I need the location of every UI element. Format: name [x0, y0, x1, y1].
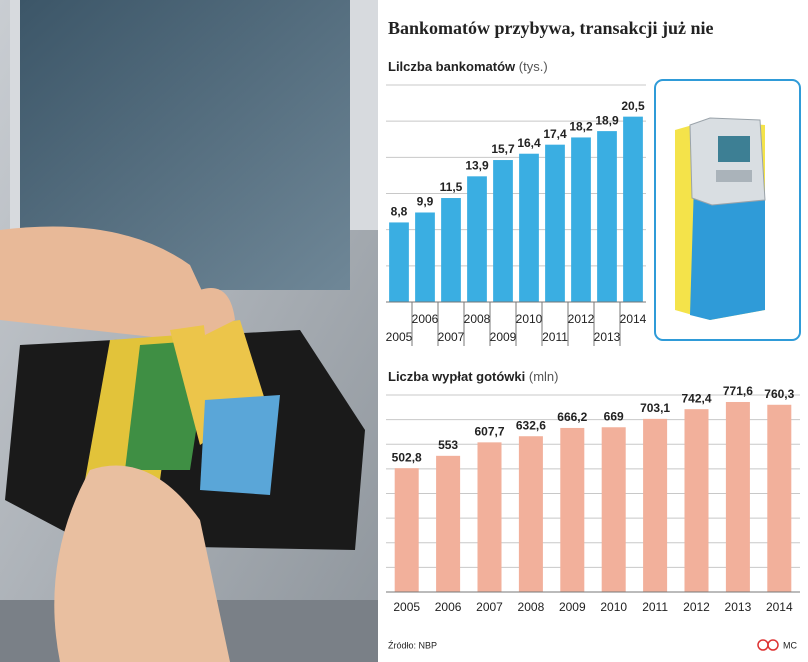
x-tick-label: 2009: [490, 330, 517, 344]
bar: [545, 144, 565, 302]
value-label: 18,2: [569, 120, 593, 134]
value-label: 13,9: [465, 158, 489, 172]
x-tick-label: 2008: [518, 600, 545, 614]
bar: [571, 137, 591, 302]
bar: [684, 409, 709, 592]
value-label: 16,4: [517, 136, 541, 150]
author: MC: [783, 640, 797, 650]
value-label: 771,6: [723, 384, 753, 398]
subtitle-text: Lilczba bankomatów: [388, 59, 516, 74]
bar: [623, 116, 643, 302]
bar: [389, 222, 409, 302]
bar: [493, 160, 513, 302]
subtitle-unit: (tys.): [519, 59, 548, 74]
x-tick-label: 2009: [559, 600, 586, 614]
x-tick-label: 2005: [386, 330, 413, 344]
subtitle-text: Liczba wypłat gotówki: [388, 369, 525, 384]
x-tick-label: 2014: [620, 312, 647, 326]
x-tick-label: 2006: [412, 312, 439, 326]
value-label: 9,9: [417, 195, 434, 209]
value-label: 11,5: [440, 180, 463, 194]
bar: [436, 455, 461, 592]
value-label: 502,8: [392, 450, 422, 464]
x-tick-label: 2012: [683, 600, 710, 614]
bar: [441, 198, 461, 302]
bar: [394, 468, 419, 592]
bar: [518, 436, 543, 592]
x-tick-label: 2010: [516, 312, 543, 326]
logo: [757, 639, 779, 651]
bar: [415, 212, 435, 302]
value-label: 15,7: [491, 142, 515, 156]
x-tick-label: 2008: [464, 312, 491, 326]
x-tick-label: 2007: [438, 330, 465, 344]
value-label: 553: [438, 438, 458, 452]
photo: [0, 0, 378, 662]
value-label: 703,1: [640, 401, 670, 415]
x-tick-label: 2013: [725, 600, 752, 614]
bar: [560, 427, 585, 592]
value-label: 666,2: [557, 410, 587, 424]
value-label: 632,6: [516, 418, 546, 432]
x-tick-label: 2006: [435, 600, 462, 614]
x-tick-label: 2011: [642, 600, 668, 614]
x-tick-label: 2005: [393, 600, 420, 614]
value-label: 18,9: [595, 113, 619, 127]
bar: [519, 153, 539, 302]
value-label: 607,7: [474, 425, 504, 439]
value-label: 17,4: [543, 127, 567, 141]
value-label: 8,8: [391, 205, 408, 219]
x-tick-label: 2012: [568, 312, 595, 326]
bar: [767, 404, 792, 592]
main-title: Bankomatów przybywa, transakcji już nie: [388, 18, 714, 38]
bar: [643, 418, 668, 592]
chart-subtitle: Lilczba bankomatów (tys.): [388, 59, 548, 74]
x-tick-label: 2007: [476, 600, 503, 614]
source: Źródło: NBP: [388, 640, 437, 650]
chart-subtitle: Liczba wypłat gotówki (mln): [388, 369, 558, 384]
x-tick-label: 2011: [542, 330, 568, 344]
bar: [467, 176, 487, 302]
bar: [725, 401, 750, 592]
x-tick-label: 2013: [594, 330, 621, 344]
atm-illustration: [654, 79, 801, 341]
x-tick-label: 2014: [766, 600, 793, 614]
subtitle-unit: (mln): [529, 369, 559, 384]
bar: [477, 442, 502, 592]
value-label: 669: [604, 409, 624, 423]
value-label: 742,4: [681, 391, 711, 405]
bar: [601, 427, 626, 592]
bar: [597, 131, 617, 302]
value-label: 20,5: [621, 99, 645, 113]
x-tick-label: 2010: [600, 600, 627, 614]
value-label: 760,3: [764, 387, 794, 401]
